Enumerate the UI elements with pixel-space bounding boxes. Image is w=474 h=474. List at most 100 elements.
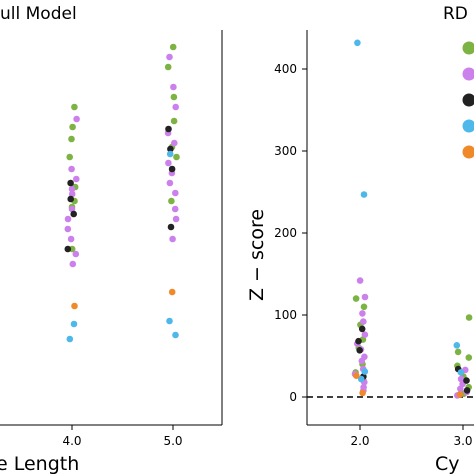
left-data-point: [70, 210, 77, 218]
right-data-point: [453, 342, 461, 349]
left-data-point: [64, 245, 72, 253]
left-panel-title: ull Model: [0, 4, 77, 24]
right-x-axis-label: Cy: [435, 453, 460, 474]
right-y-tick-label: 300: [274, 144, 297, 158]
left-data-point: [171, 139, 178, 147]
left-data-point: [166, 317, 173, 325]
right-data-point: [360, 303, 368, 311]
right-data-point: [355, 337, 362, 345]
left-data-point: [67, 179, 74, 187]
left-data-point: [73, 115, 80, 123]
left-data-point: [67, 195, 74, 203]
left-data-point: [169, 235, 176, 243]
legend-marker: [462, 93, 474, 107]
left-data-point: [73, 175, 80, 183]
right-panel-title: RD: [443, 4, 468, 24]
legend-marker: [462, 119, 474, 133]
right-y-tick-label: 400: [274, 62, 297, 76]
left-data-point: [68, 185, 76, 193]
left-data-point: [165, 125, 172, 133]
right-data-point: [356, 347, 364, 354]
right-data-point: [463, 377, 470, 384]
right-y-tick-label: 100: [274, 308, 297, 322]
left-data-point: [69, 260, 77, 268]
right-data-point: [361, 368, 369, 375]
right-data-point: [354, 39, 361, 47]
right-data-point: [357, 375, 365, 383]
left-data-point: [172, 103, 179, 111]
right-data-point: [457, 385, 464, 393]
right-x-ticks: 2.0 3.0: [350, 425, 473, 448]
right-points: [351, 39, 473, 399]
legend-marker: [462, 145, 474, 159]
right-y-tick-label: 0: [289, 390, 297, 404]
right-data-point: [358, 325, 366, 333]
left-data-point: [68, 165, 75, 173]
left-data-point: [168, 288, 176, 296]
right-y-axis-label: Z − score: [246, 209, 268, 301]
right-data-point: [454, 348, 462, 356]
legend-marker: [462, 41, 474, 55]
left-data-point: [170, 117, 178, 125]
right-x-tick-label: 2.0: [350, 434, 369, 448]
left-data-point: [72, 250, 80, 258]
right-y-ticks: 0 100 200 300 400: [274, 62, 307, 404]
left-data-point: [64, 225, 72, 233]
left-data-point: [166, 150, 174, 158]
left-data-point: [68, 190, 76, 198]
legend-marker: [462, 67, 474, 81]
left-data-point: [66, 335, 74, 343]
left-data-point: [64, 215, 72, 223]
right-data-point: [465, 314, 473, 321]
right-data-point: [360, 191, 368, 198]
left-data-point: [172, 215, 180, 223]
left-x-ticks: 4.0 5.0: [62, 425, 183, 448]
right-data-point: [465, 354, 473, 361]
left-x-tick-label: 5.0: [163, 434, 182, 448]
left-x-tick-label: 4.0: [62, 434, 81, 448]
left-data-point: [66, 153, 73, 161]
left-x-axis-label: e Length: [0, 453, 79, 474]
left-data-point: [173, 153, 180, 161]
left-data-point: [71, 302, 78, 310]
left-points: [64, 43, 180, 343]
right-data-point: [359, 310, 366, 317]
legend: [462, 41, 474, 159]
left-data-point: [167, 223, 175, 231]
left-data-point: [68, 135, 75, 143]
right-data-point: [352, 295, 360, 302]
left-data-point: [170, 83, 177, 91]
left-data-point: [171, 205, 179, 213]
right-data-point: [463, 387, 471, 394]
left-panel: ull Model 4.0 5.0 e Length: [0, 4, 223, 474]
left-data-point: [167, 145, 174, 153]
left-data-point: [168, 165, 176, 173]
left-data-point: [164, 63, 172, 71]
left-data-point: [166, 179, 174, 187]
right-data-point: [360, 318, 367, 325]
right-y-tick-label: 200: [274, 226, 297, 240]
left-data-point: [71, 103, 78, 111]
left-data-point: [168, 197, 175, 205]
right-data-point: [456, 391, 464, 398]
right-data-point: [358, 357, 366, 365]
right-data-point: [361, 331, 369, 339]
right-panel: RD 0 100 200 300 400 2.0 3.0 Z − score Cy: [246, 4, 474, 474]
right-data-point: [361, 293, 369, 301]
left-data-point: [165, 159, 172, 167]
left-data-point: [172, 189, 179, 197]
left-data-point: [166, 53, 173, 61]
left-data-point: [170, 93, 178, 101]
left-data-point: [169, 43, 177, 51]
right-data-point: [359, 389, 366, 397]
right-data-point: [353, 372, 360, 380]
left-data-point: [70, 320, 78, 328]
right-data-point: [356, 277, 364, 284]
right-data-point: [457, 369, 465, 376]
left-data-point: [172, 331, 179, 339]
right-x-tick-label: 3.0: [453, 434, 472, 448]
left-data-point: [67, 235, 75, 243]
left-data-point: [68, 205, 76, 213]
left-data-point: [69, 123, 76, 131]
